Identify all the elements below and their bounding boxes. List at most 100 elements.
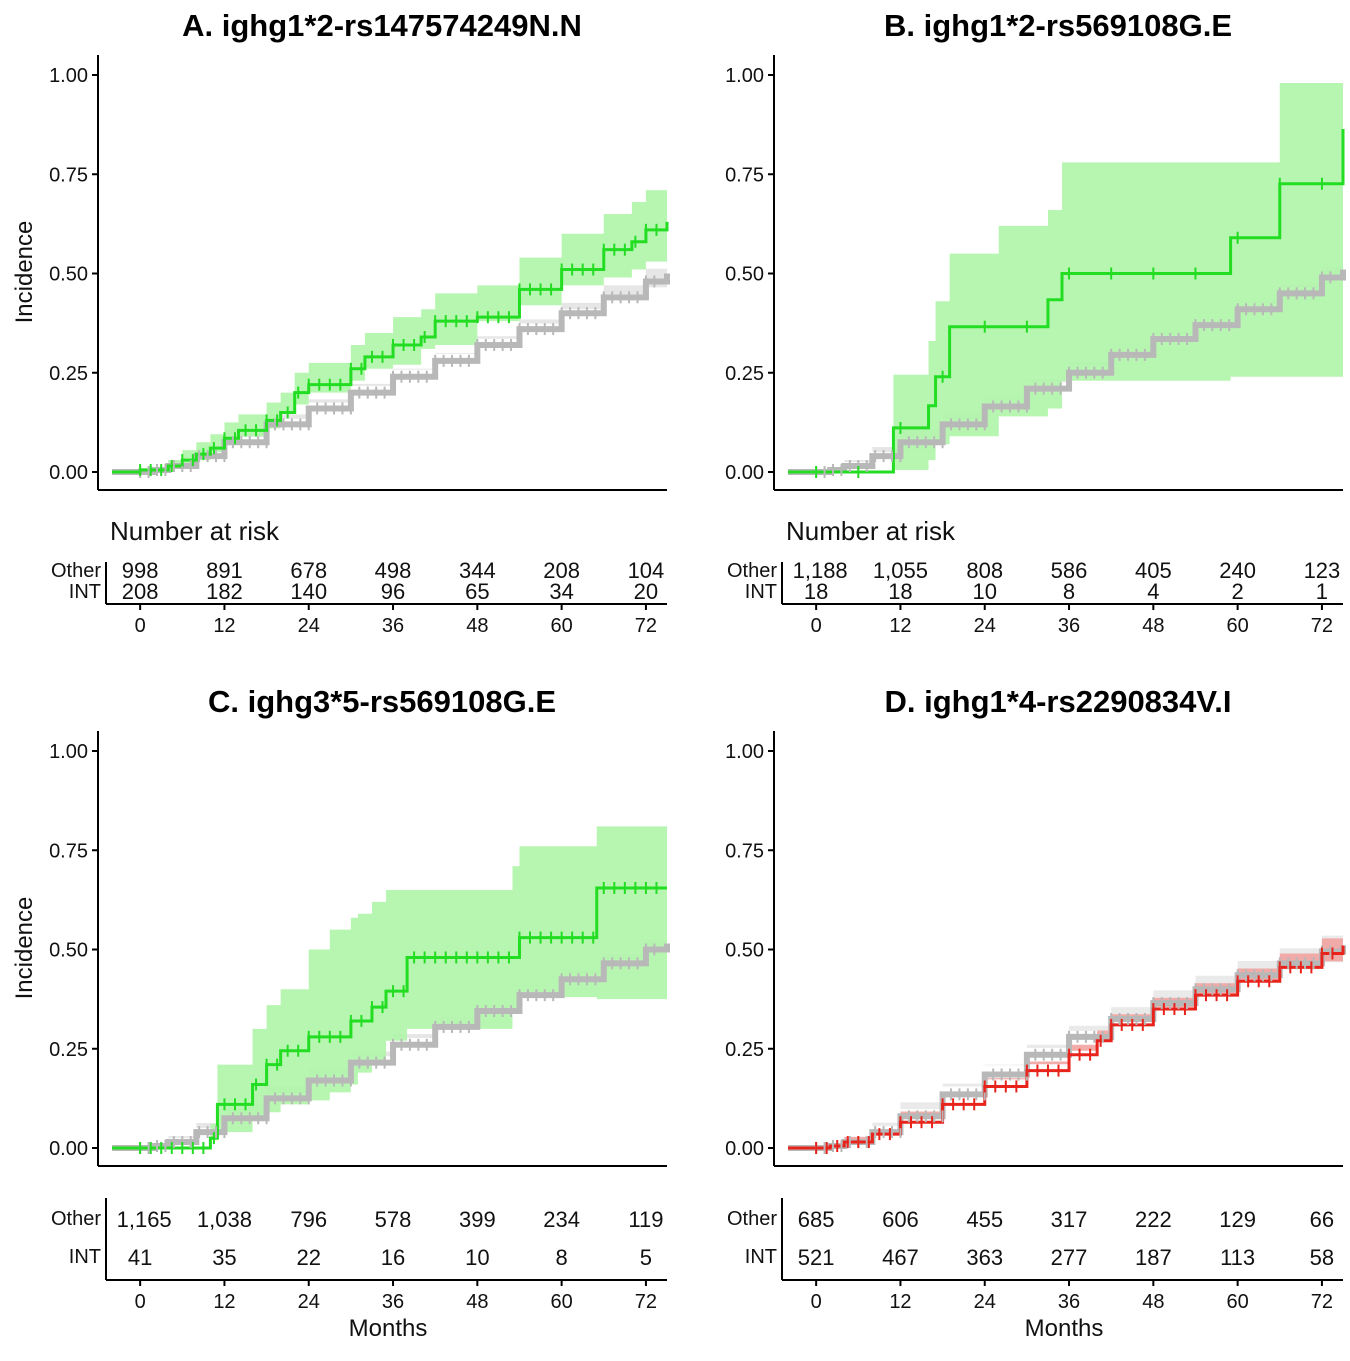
- at-risk-int: 16: [381, 1245, 405, 1270]
- y-tick-label: 0.75: [49, 840, 88, 862]
- x-tick-label: 24: [974, 615, 996, 637]
- y-tick-label: 0.50: [49, 940, 88, 962]
- at-risk-int: 34: [549, 579, 573, 604]
- x-tick-label: 12: [889, 1291, 911, 1313]
- at-risk-int: 58: [1310, 1245, 1334, 1270]
- x-axis-label: Months: [1025, 1315, 1104, 1342]
- y-tick-label: 1.00: [49, 741, 88, 763]
- at-risk-other: 123: [1304, 558, 1341, 583]
- curve-other: [112, 273, 670, 475]
- at-risk-other: 586: [1051, 558, 1088, 583]
- at-risk-other: 344: [459, 558, 496, 583]
- curve-int: [112, 886, 667, 1150]
- at-risk-other: 119: [628, 1207, 663, 1232]
- curve-int: [788, 128, 1345, 474]
- at-risk-int: 277: [1051, 1245, 1088, 1270]
- x-axis-ticks: 0 12 24 36 48 60 72: [811, 604, 1333, 637]
- x-tick-label: 12: [213, 615, 235, 637]
- at-risk-int: 363: [966, 1245, 1003, 1270]
- confidence-bands: [788, 82, 1343, 472]
- risk-label-other: Other: [727, 1208, 777, 1230]
- at-risk-other: 405: [1135, 558, 1172, 583]
- chart-title: B. ighg1*2-rs569108G.E: [884, 8, 1232, 43]
- x-tick-label: 12: [889, 615, 911, 637]
- y-tick-label: 0.25: [725, 1039, 764, 1061]
- at-risk-other: 578: [375, 1207, 412, 1232]
- x-tick-label: 0: [811, 1291, 822, 1313]
- curve-other: [788, 269, 1346, 475]
- at-risk-other: 222: [1135, 1207, 1172, 1232]
- at-risk-other: 808: [966, 558, 1003, 583]
- at-risk-int: 18: [804, 579, 828, 604]
- y-tick-label: 1.00: [49, 65, 88, 87]
- ci-band-int: [112, 178, 668, 472]
- y-tick-label: 0.75: [725, 840, 764, 862]
- y-tick-label: 1.00: [725, 65, 764, 87]
- ci-band-other: [788, 928, 1343, 1148]
- at-risk-int: 5: [640, 1245, 652, 1270]
- x-tick-label: 48: [466, 615, 488, 637]
- panel-b: B. ighg1*2-rs569108G.E 0.00 0.25 0.50 0.75 1…: [725, 8, 1346, 637]
- x-tick-label: 36: [382, 615, 404, 637]
- at-risk-other: 208: [543, 558, 580, 583]
- at-risk-int: 140: [290, 579, 327, 604]
- at-risk-int: 467: [882, 1245, 919, 1270]
- at-risk-other: 606: [882, 1207, 919, 1232]
- x-tick-label: 48: [1142, 615, 1164, 637]
- x-tick-label: 60: [1227, 1291, 1249, 1313]
- x-tick-label: 60: [1227, 615, 1249, 637]
- y-tick-label: 0.25: [725, 363, 764, 385]
- at-risk-int: 96: [381, 579, 405, 604]
- censor-marks: [815, 945, 1334, 1154]
- at-risk-int: 22: [296, 1245, 320, 1270]
- at-risk-int: 1: [1316, 579, 1328, 604]
- y-tick-label: 0.50: [725, 940, 764, 962]
- at-risk-other: 104: [628, 558, 665, 583]
- at-risk-other: 129: [1219, 1207, 1256, 1232]
- at-risk-other: 399: [459, 1207, 496, 1232]
- at-risk-int: 4: [1147, 579, 1159, 604]
- x-tick-label: 72: [635, 1291, 657, 1313]
- y-axis-ticks: 0.00 0.25 0.50 0.75 1.00: [49, 741, 98, 1160]
- y-tick-label: 0.75: [49, 164, 88, 186]
- incidence-curves: [788, 128, 1346, 475]
- x-axis-label: Months: [349, 1315, 428, 1342]
- risk-label-other: Other: [51, 560, 101, 582]
- ci-band-int: [112, 826, 668, 1148]
- y-tick-label: 0.25: [49, 1039, 88, 1061]
- x-tick-label: 48: [1142, 1291, 1164, 1313]
- at-risk-other: 1,038: [197, 1207, 252, 1232]
- x-tick-label: 36: [1058, 1291, 1080, 1313]
- y-tick-label: 1.00: [725, 741, 764, 763]
- at-risk-other: 1,165: [117, 1207, 172, 1232]
- x-tick-label: 12: [213, 1291, 235, 1313]
- x-tick-label: 48: [466, 1291, 488, 1313]
- y-tick-label: 0.25: [49, 363, 88, 385]
- y-tick-label: 0.75: [725, 164, 764, 186]
- x-tick-label: 36: [1058, 615, 1080, 637]
- risk-table-title: Number at risk: [110, 516, 280, 546]
- x-axis-ticks: 0 12 24 36 48 60 72: [811, 1280, 1333, 1313]
- at-risk-other: 234: [543, 1207, 580, 1232]
- risk-label-int: INT: [745, 1246, 777, 1268]
- chart-title: C. ighg3*5-rs569108G.E: [208, 684, 556, 719]
- incidence-curves: [112, 886, 670, 1151]
- y-tick-label: 0.00: [49, 462, 88, 484]
- at-risk-int: 41: [128, 1245, 152, 1270]
- x-tick-label: 72: [1311, 615, 1333, 637]
- at-risk-int: 35: [212, 1245, 236, 1270]
- at-risk-other: 678: [290, 558, 327, 583]
- y-axis-label: Incidence: [11, 221, 38, 324]
- at-risk-other: 796: [290, 1207, 327, 1232]
- at-risk-int: 10: [972, 579, 996, 604]
- x-tick-label: 72: [635, 615, 657, 637]
- x-tick-label: 60: [551, 615, 573, 637]
- y-axis-label: Incidence: [11, 897, 38, 1000]
- y-axis-ticks: 0.00 0.25 0.50 0.75 1.00: [725, 741, 774, 1160]
- at-risk-other: 685: [798, 1207, 835, 1232]
- at-risk-other: 998: [122, 558, 159, 583]
- at-risk-int: 187: [1135, 1245, 1172, 1270]
- x-tick-label: 24: [974, 1291, 996, 1313]
- y-tick-label: 0.50: [49, 264, 88, 286]
- x-tick-label: 0: [811, 615, 822, 637]
